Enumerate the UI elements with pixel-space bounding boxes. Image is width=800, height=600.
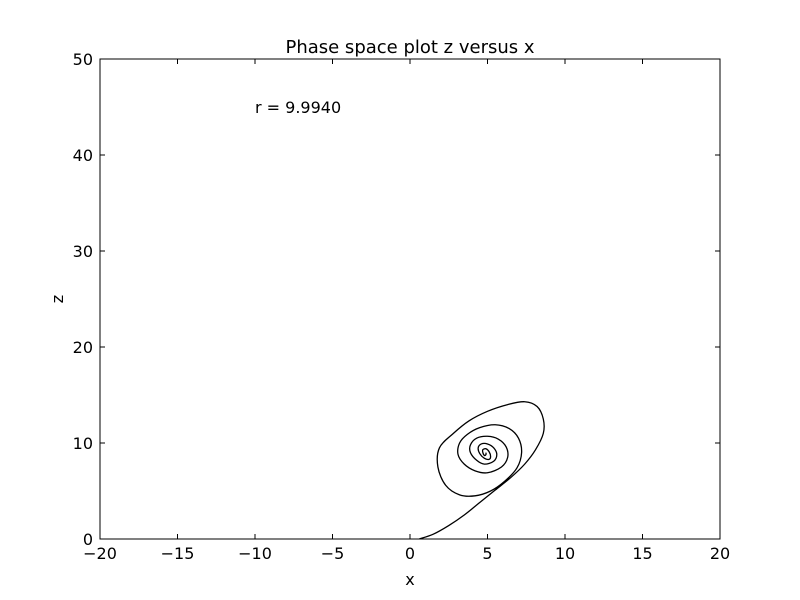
x-tick-label: 0	[405, 544, 415, 563]
y-tick-label: 10	[73, 434, 93, 453]
chart-title: Phase space plot z versus x	[285, 37, 534, 58]
y-tick-label: 30	[73, 242, 93, 261]
x-tick-label: −5	[321, 544, 345, 563]
y-tick-label: 50	[73, 50, 93, 69]
x-tick-label: 15	[632, 544, 652, 563]
x-tick-labels: −20 −15 −10 −5 0 5 10 15 20	[83, 544, 730, 563]
x-tick-label: −15	[161, 544, 195, 563]
y-tick-label: 0	[83, 530, 93, 549]
axis-ticks	[99, 58, 721, 540]
x-axis-label: x	[405, 570, 414, 589]
x-tick-label: −20	[83, 544, 117, 563]
y-axis-label: z	[48, 295, 67, 303]
r-value-annotation: r = 9.9940	[255, 98, 341, 117]
x-tick-label: 20	[710, 544, 730, 563]
y-tick-labels: 0 10 20 30 40 50	[73, 50, 93, 549]
series-group	[419, 401, 545, 539]
y-tick-label: 20	[73, 338, 93, 357]
x-tick-label: −10	[238, 544, 272, 563]
x-tick-label: 5	[482, 544, 492, 563]
x-tick-label: 10	[555, 544, 575, 563]
trajectory-line	[419, 401, 545, 539]
y-tick-label: 40	[73, 146, 93, 165]
